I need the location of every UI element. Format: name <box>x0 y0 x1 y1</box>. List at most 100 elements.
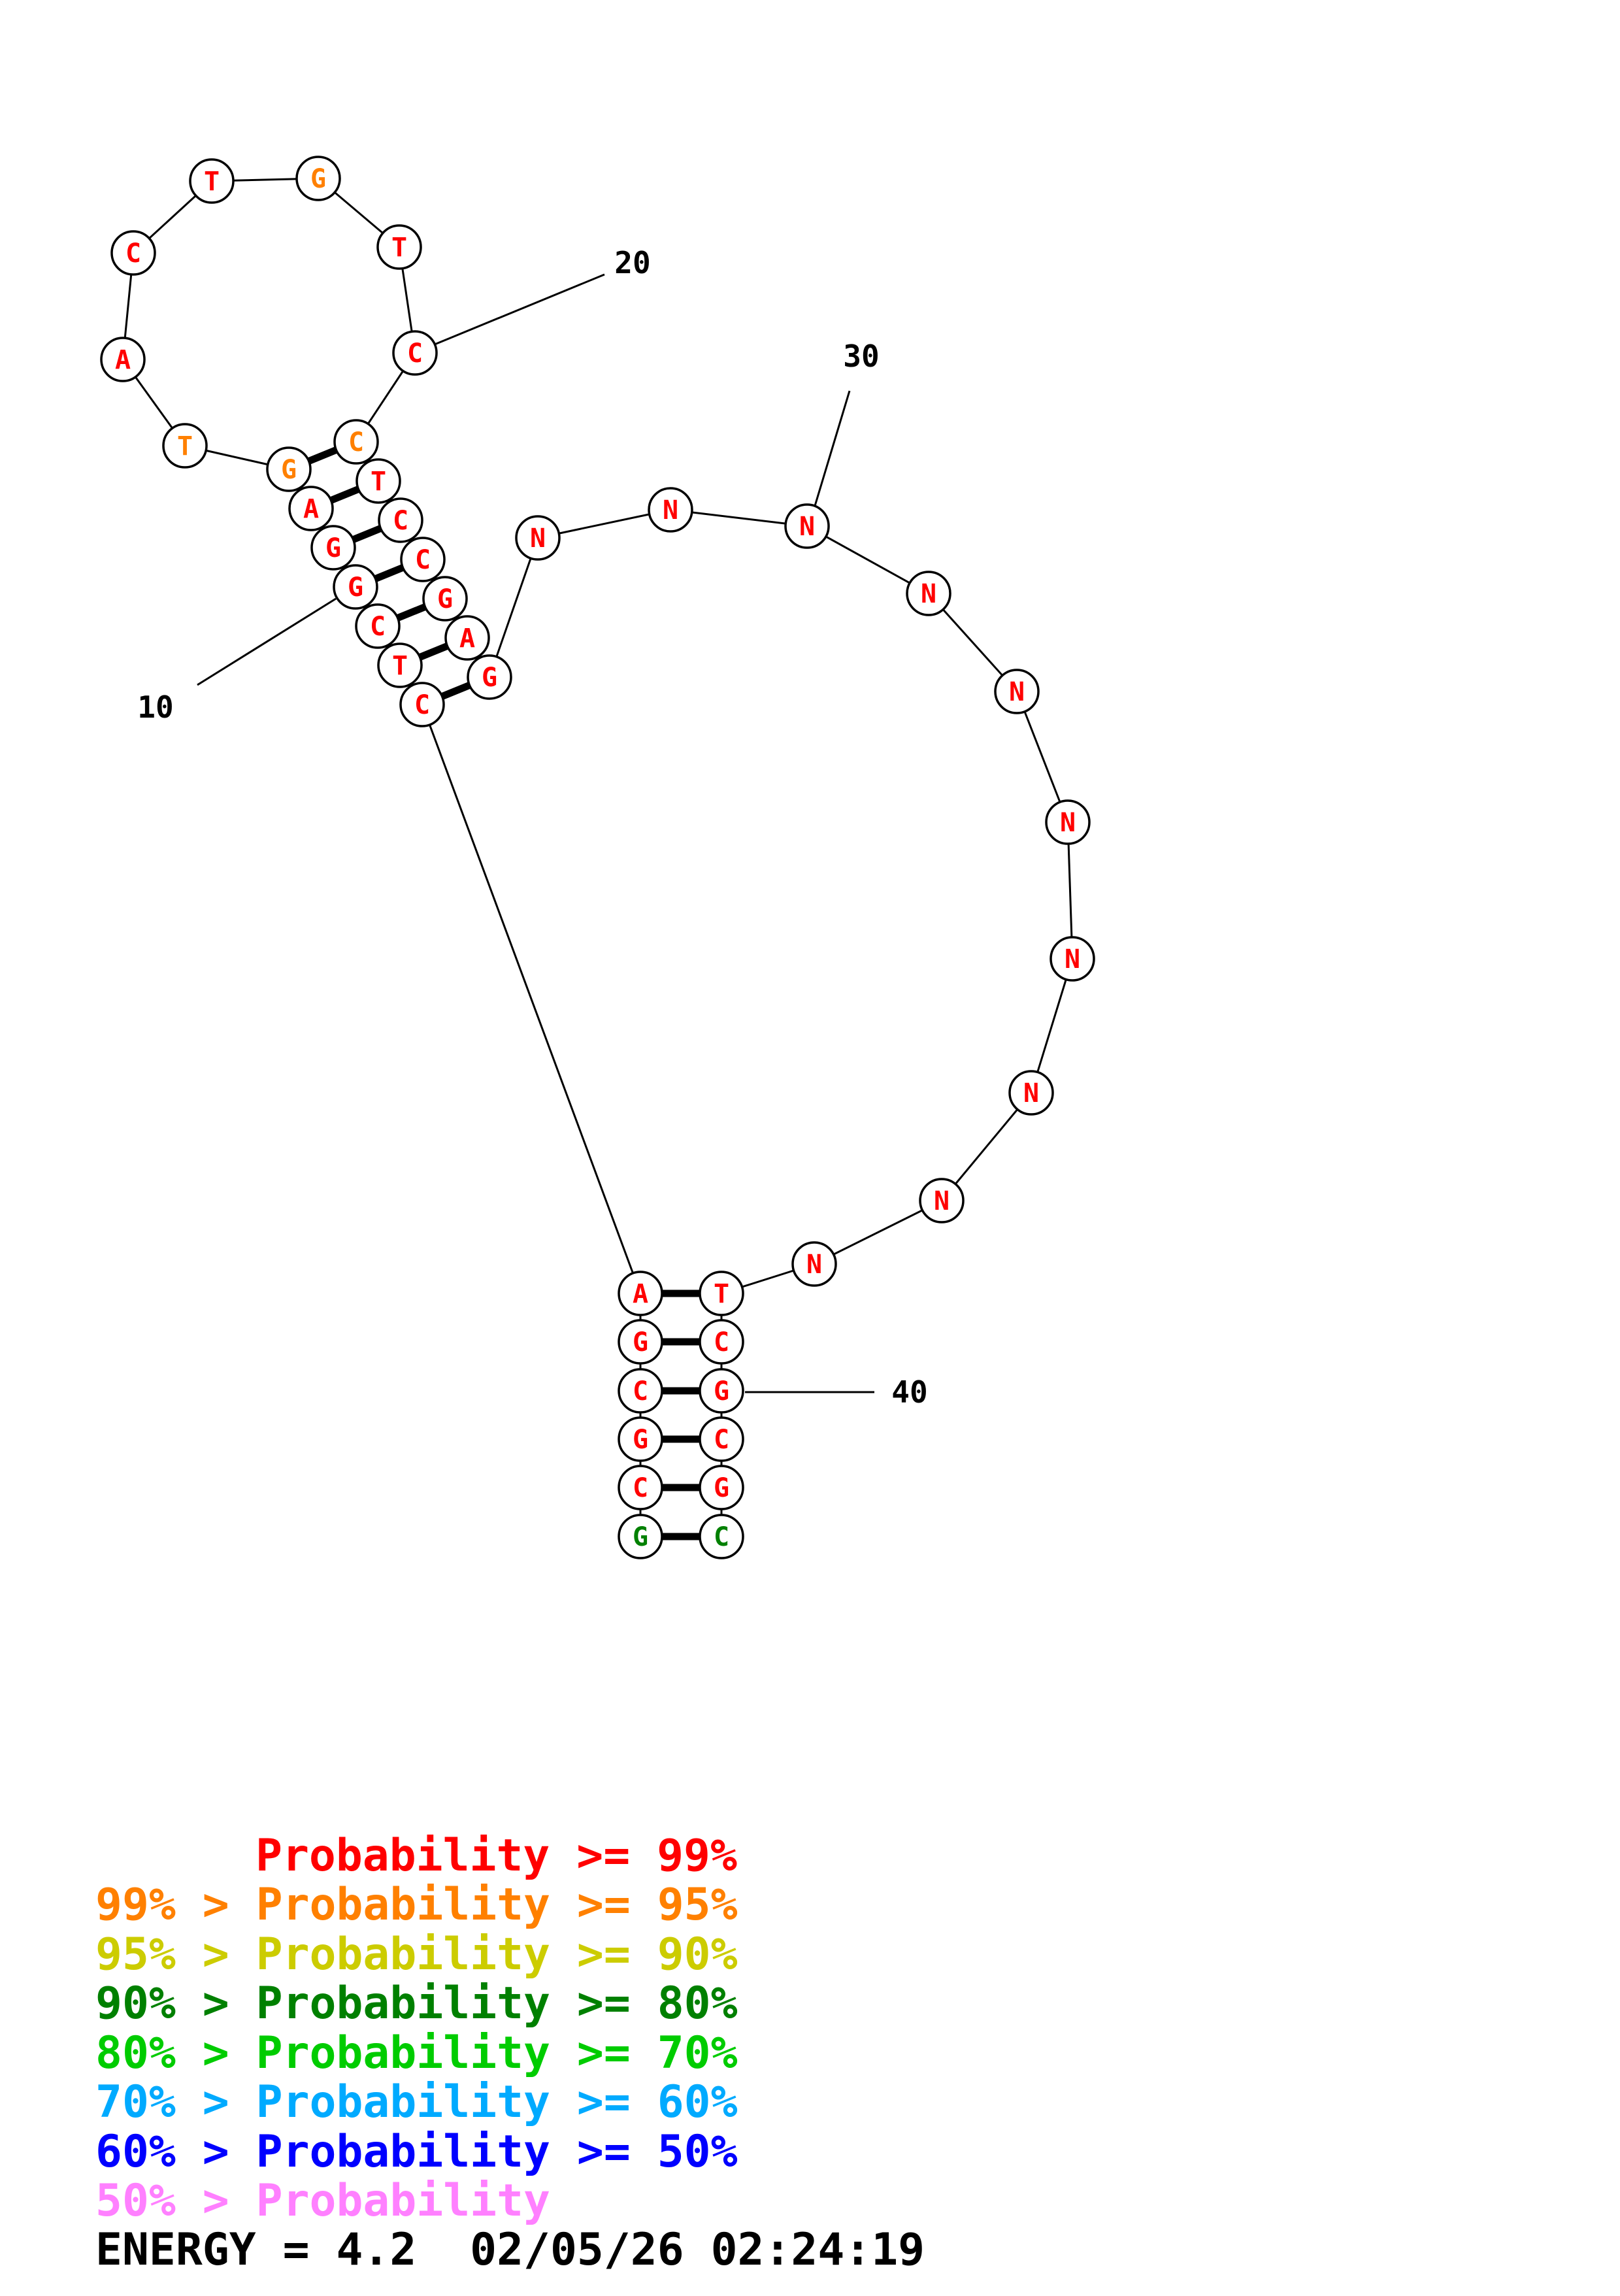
nucleotide-letter-36: N <box>934 1186 950 1216</box>
nucleotide-circle-38 <box>699 1271 744 1316</box>
nucleotide-letter-5: G <box>633 1327 648 1357</box>
nucleotide-letter-9: C <box>370 612 386 642</box>
nucleotide-circle-4 <box>618 1368 663 1414</box>
nucleotide-circle-1 <box>618 1514 663 1559</box>
nucleotide-circle-30 <box>784 503 830 549</box>
legend-line-below50: 50% > Probability <box>95 2175 550 2227</box>
nucleotide-letter-38: T <box>714 1279 729 1309</box>
nucleotide-letter-7: C <box>414 690 430 720</box>
nucleotide-circle-31 <box>906 571 951 616</box>
nucleotide-letter-41: C <box>714 1425 729 1455</box>
nucleotide-circle-10 <box>333 564 378 610</box>
nucleotide-circle-24 <box>400 537 446 582</box>
nucleotide-letter-40: G <box>714 1376 729 1406</box>
nucleotide-letter-19: T <box>391 233 407 263</box>
nucleotide-circle-21 <box>333 419 379 465</box>
label-leader-30 <box>814 390 851 507</box>
nucleotide-circle-40 <box>699 1368 744 1414</box>
nucleotide-letter-11: G <box>325 533 341 563</box>
backbone-link <box>1066 822 1074 959</box>
nucleotide-circle-group <box>100 156 1095 1559</box>
nucleotide-letter-18: G <box>310 164 326 194</box>
nucleotide-letter-13: G <box>281 455 297 485</box>
nucleotide-circle-22 <box>355 458 401 504</box>
nucleotide-letter-3: G <box>633 1425 648 1455</box>
nucleotide-letter-16: C <box>125 239 141 269</box>
nucleotide-circle-6 <box>618 1271 663 1316</box>
nucleotide-letter-29: N <box>663 495 678 525</box>
nucleotide-letter-8: T <box>392 651 408 681</box>
nucleotide-letter-14: T <box>177 431 193 461</box>
nucleotide-letter-6: A <box>633 1279 648 1309</box>
nucleotide-letter-31: N <box>921 579 936 609</box>
nucleotide-letter-22: T <box>371 467 386 497</box>
nucleotide-circle-5 <box>618 1319 663 1365</box>
nucleotide-circle-3 <box>618 1416 663 1462</box>
nucleotide-circle-11 <box>310 525 356 571</box>
nucleotide-circle-8 <box>377 642 423 688</box>
position-label-40: 40 <box>891 1374 927 1410</box>
nucleotide-circle-36 <box>919 1178 965 1223</box>
nucleotide-circle-37 <box>791 1241 837 1287</box>
legend-line-p70: 80% > Probability >= 70% <box>95 2027 738 2079</box>
position-label-20: 20 <box>614 245 650 280</box>
label-leader-10 <box>197 597 337 686</box>
legend-line-p60: 70% > Probability >= 60% <box>95 2076 738 2128</box>
legend-line-p90: 95% > Probability >= 90% <box>95 1929 738 1980</box>
nucleotide-circle-27 <box>467 654 512 700</box>
nucleotide-circle-35 <box>1008 1070 1054 1116</box>
nucleotide-letter-34: N <box>1065 944 1080 974</box>
position-label-30: 30 <box>843 339 879 374</box>
nucleotide-letter-33: N <box>1060 808 1076 838</box>
nucleotide-letter-39: C <box>714 1327 729 1357</box>
nucleotide-letter-26: A <box>459 624 475 654</box>
nucleotide-circle-17 <box>189 158 235 204</box>
nucleotide-circle-16 <box>110 230 156 276</box>
backbone-group <box>122 177 1074 1537</box>
label-leader-20 <box>434 273 605 346</box>
backbone-link <box>806 525 929 595</box>
nucleotide-letter-28: N <box>530 524 546 554</box>
backbone-link <box>670 508 808 527</box>
nucleotide-circle-23 <box>378 497 423 543</box>
nucleotide-letter-30: N <box>799 512 815 542</box>
nucleotide-circle-19 <box>376 224 422 270</box>
nucleotide-letter-2: C <box>633 1473 648 1503</box>
nucleotide-circle-33 <box>1045 799 1091 845</box>
nucleotide-circle-20 <box>392 330 438 376</box>
probability-legend: Probability >= 99% 99% > Probability >= … <box>95 1830 738 2227</box>
nucleotide-circle-41 <box>699 1416 744 1462</box>
nucleotide-letter-25: G <box>437 584 453 614</box>
backbone-link <box>1016 691 1069 823</box>
backbone-link <box>421 704 642 1294</box>
nucleotide-letter-12: A <box>303 494 319 524</box>
nucleotide-circle-15 <box>100 337 146 382</box>
nucleotide-letter-35: N <box>1023 1078 1039 1108</box>
nucleotide-letter-24: C <box>415 545 431 575</box>
nucleotide-circle-42 <box>699 1465 744 1510</box>
backbone-link <box>814 1199 942 1265</box>
nucleotide-circle-34 <box>1050 936 1095 982</box>
nucleotide-circle-9 <box>355 603 401 649</box>
backbone-link <box>488 537 539 678</box>
position-label-10: 10 <box>137 690 173 725</box>
backbone-link <box>1030 958 1074 1093</box>
nucleotide-letter-17: T <box>204 167 220 197</box>
legend-line-p50: 60% > Probability >= 50% <box>95 2126 738 2178</box>
legend-line-p99: Probability >= 99% <box>256 1830 737 1882</box>
backbone-link <box>940 1092 1033 1201</box>
nucleotide-letter-32: N <box>1009 677 1025 707</box>
nucleotide-letter-21: C <box>348 427 364 458</box>
nucleotide-circle-43 <box>699 1514 744 1559</box>
nucleotide-letter-37: N <box>806 1250 822 1280</box>
nucleotide-circle-2 <box>618 1465 663 1510</box>
nucleotide-circle-39 <box>699 1319 744 1365</box>
nucleotide-letter-43: C <box>714 1522 729 1552</box>
nucleotide-letter-27: G <box>482 663 497 693</box>
nucleotide-circle-18 <box>295 156 341 201</box>
nucleotide-letter-10: G <box>348 573 363 603</box>
nucleotide-letter-23: C <box>393 506 408 536</box>
